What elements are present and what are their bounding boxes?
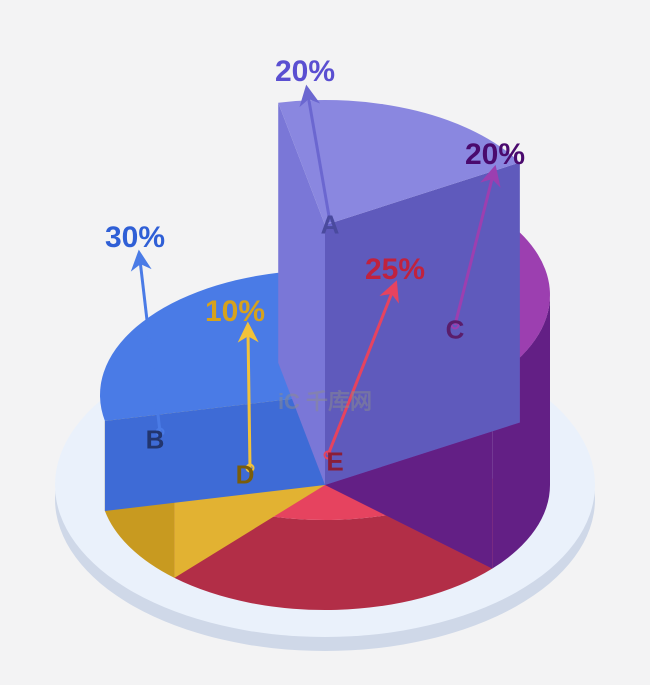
segment-D-label: D [236,460,255,491]
chart-svg [0,0,650,685]
segment-D-percent: 10% [205,295,265,329]
segment-A-label: A [321,210,340,241]
segment-E-label: E [326,447,343,478]
segment-C-percent: 20% [465,138,525,172]
segment-E-percent: 25% [365,253,425,287]
segment-B-percent: 30% [105,221,165,255]
pie-3d-chart: 20%A20%C25%E10%D30%BiC 千库网 [0,0,650,685]
segment-A-percent: 20% [275,55,335,89]
segment-D-arrow [248,332,250,468]
segment-C-label: C [446,315,465,346]
segment-B-label: B [146,425,165,456]
